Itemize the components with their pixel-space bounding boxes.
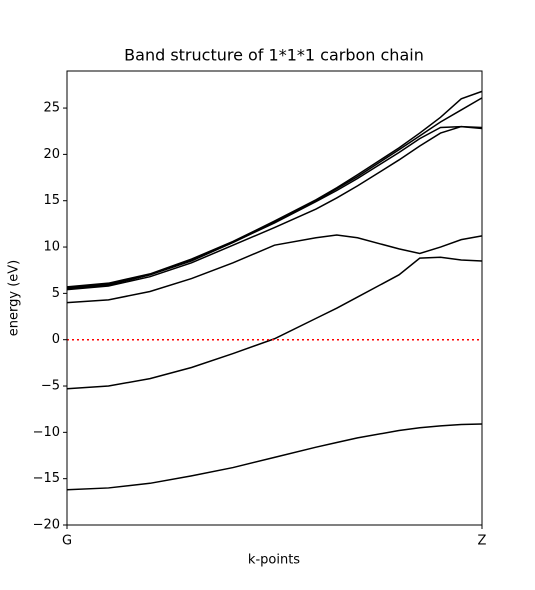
y-tick-label: −10: [33, 425, 60, 440]
band-line: [66, 125, 483, 291]
band-line: [66, 423, 483, 491]
y-tick-label: 20: [43, 147, 60, 162]
y-tick-label: 25: [43, 101, 60, 116]
band-line: [66, 256, 483, 390]
band-line: [66, 97, 483, 289]
plot-frame: [66, 70, 483, 526]
y-axis-label: energy (eV): [7, 260, 22, 336]
x-tick-label: Z: [478, 534, 487, 549]
y-tick-label: 0: [52, 332, 60, 347]
y-tick-label: 15: [43, 193, 60, 208]
chart-title: Band structure of 1*1*1 carbon chain: [124, 46, 424, 65]
y-tick-label: 5: [52, 286, 60, 301]
y-tick-label: 10: [43, 240, 60, 255]
y-tick-label: −15: [33, 471, 60, 486]
x-tick-label: G: [62, 534, 72, 549]
y-tick-label: −20: [33, 518, 60, 533]
y-tick-label: −5: [41, 379, 60, 394]
band-line: [66, 90, 483, 288]
band-line: [66, 234, 483, 304]
x-axis-label: k-points: [248, 553, 300, 568]
